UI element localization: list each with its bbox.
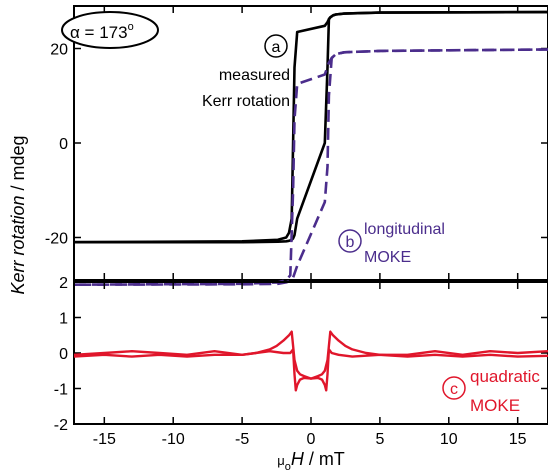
measured-curve-forward [73, 10, 548, 244]
annotation-b: b longitudinal MOKE [338, 221, 445, 266]
top-panel-ticks: 20 0 -20 [45, 6, 548, 280]
longitudinal-curve-forward [73, 48, 548, 286]
annotation-b-badge: b [346, 234, 355, 251]
annotation-a-line-2: Kerr rotation [202, 93, 290, 110]
angle-label: α = 173o [70, 21, 134, 42]
angle-label-ellipse [61, 11, 159, 49]
xtick-label: -10 [162, 431, 185, 448]
quadratic-curve-return [73, 330, 548, 392]
bottom-ytick-label: -2 [54, 417, 68, 434]
xtick-label: 5 [375, 431, 384, 448]
annotation-c-line-1: quadratic [470, 367, 540, 386]
angle-degree: o [128, 21, 134, 33]
annotation-c-badge: c [450, 381, 458, 398]
annotation-c-line-2: MOKE [470, 396, 520, 415]
annotation-b-line-1: longitudinal [364, 221, 445, 238]
xtick-label: 15 [509, 431, 527, 448]
measured-curve-return [74, 10, 548, 244]
top-panel: 20 0 -20 α = 173o a measured Kerr rotation… [45, 5, 548, 287]
top-plot-frame [73, 5, 548, 281]
top-ytick-label: 20 [50, 42, 68, 59]
annotation-c-badge-circle [442, 376, 466, 400]
xtick-label: -5 [235, 431, 249, 448]
xtick-label: 10 [440, 431, 458, 448]
annotation-a-badge-circle [264, 34, 288, 58]
xtick-label: 0 [307, 431, 316, 448]
y-axis-label: Kerr rotation / mdeg [8, 135, 28, 294]
bottom-panel-series [73, 330, 548, 392]
annotation-a-line-1: measured [219, 67, 290, 84]
x-axis-label: μoH / mT [277, 449, 345, 473]
annotation-b-line-2: MOKE [364, 249, 411, 266]
annotation-b-badge-circle [338, 229, 362, 253]
angle-label-box: α = 173o [61, 11, 159, 49]
top-ytick-label: -20 [45, 230, 68, 247]
annotation-a: a measured Kerr rotation [202, 34, 290, 110]
bottom-ytick-label: 2 [59, 275, 68, 292]
top-panel-series [73, 10, 548, 287]
bottom-panel: 210-1-2-15 -10 -5 0 5 10 15 c quadratic MOKE [54, 275, 548, 448]
xtick-label: -15 [93, 431, 116, 448]
bottom-ytick-label: 1 [59, 311, 68, 328]
bottom-panel-ticks: 210-1-2-15 -10 -5 0 5 10 15 [54, 275, 548, 448]
longitudinal-curve-return [73, 48, 548, 287]
bottom-ytick-label: -1 [54, 382, 68, 399]
annotation-c: c quadratic MOKE [442, 367, 540, 415]
top-ytick-label: 0 [59, 136, 68, 153]
bottom-ytick-label: 0 [59, 346, 68, 363]
annotation-a-badge: a [272, 39, 281, 56]
